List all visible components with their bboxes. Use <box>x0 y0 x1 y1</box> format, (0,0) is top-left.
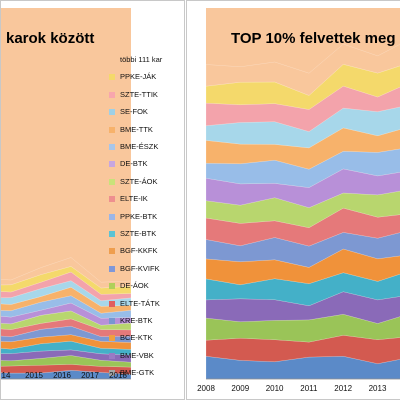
legend-swatch <box>109 178 115 185</box>
legend-swatch <box>109 161 115 168</box>
legend-swatch <box>109 144 115 150</box>
legend-label: ELTE-TÁTK <box>120 298 160 308</box>
x-tick-label: 2012 <box>334 384 353 393</box>
legend-label: BME-TTK <box>120 124 153 134</box>
area-series-6 <box>205 248 400 286</box>
area-series-16 <box>205 43 400 96</box>
legend-label: BCE-KTK <box>120 333 153 343</box>
x-tick-label: 2016 <box>53 371 71 380</box>
legend-swatch <box>109 109 115 116</box>
legend-swatch <box>109 231 115 237</box>
legend-label: PPKE-JÁK <box>120 72 157 82</box>
legend-label: BME-VBK <box>120 350 154 360</box>
legend-swatch <box>109 57 115 63</box>
legend-swatch <box>109 213 115 220</box>
legend-label: BME-ÉSZK <box>120 142 159 151</box>
legend-swatch <box>109 335 115 342</box>
right-chart-panel: TOP 10% felvettek meg 2008 2009 2010 2011 20… <box>186 0 400 400</box>
legend-label: SE-FOK <box>120 107 148 117</box>
legend-label: PPKE-BTK <box>120 211 158 221</box>
x-tick-label: 2018 <box>109 371 127 380</box>
area-series-10 <box>205 168 400 208</box>
legend-swatch <box>109 265 115 272</box>
legend-swatch <box>109 91 115 98</box>
area-series-8 <box>205 207 400 247</box>
right-stacked-area-chart <box>205 8 400 380</box>
legend-label: BME-GTK <box>120 368 155 378</box>
x-tick-label: 2010 <box>265 384 284 393</box>
legend-swatch <box>109 370 115 377</box>
area-series-9 <box>205 190 400 228</box>
area-series-3 <box>205 314 400 343</box>
x-tick-label: 2009 <box>231 384 250 393</box>
left-chart-title: karok között <box>6 30 95 47</box>
legend-label: ELTE-IK <box>120 194 148 204</box>
left-chart-panel: karok között többi 111 kar PPKE-JÁK SZTE-T… <box>0 0 185 400</box>
legend-swatch <box>109 300 115 307</box>
x-tick-label: 2017 <box>81 371 99 380</box>
legend-swatch <box>109 196 115 203</box>
legend-label: SZTE-BTK <box>120 229 157 238</box>
x-tick-label: 2013 <box>368 384 387 393</box>
x-tick-label: 2008 <box>197 384 215 393</box>
left-stacked-area-chart <box>1 8 132 380</box>
area-series-12 <box>205 127 400 170</box>
legend-label: SZTE-TTIK <box>120 89 158 99</box>
right-chart-title: TOP 10% felvettek meg <box>231 30 396 47</box>
legend-label: DE-BTK <box>120 159 148 169</box>
legend-label: KRE-BTK <box>120 316 153 325</box>
legend-swatch <box>109 352 115 359</box>
legend-swatch <box>109 318 115 324</box>
legend-swatch <box>109 74 115 81</box>
legend-label: BGF-KKFK <box>120 246 158 256</box>
legend-label: SZTE-ÁOK <box>120 176 158 186</box>
legend-label: többi 111 kar <box>120 55 163 64</box>
legend-label: DE-ÁOK <box>120 281 149 291</box>
x-tick-label: 2015 <box>25 371 43 380</box>
x-tick-label: 14 <box>1 371 11 380</box>
x-tick-label: 2011 <box>300 384 318 393</box>
legend-swatch <box>109 283 115 290</box>
legend-label: BGF-KVIFK <box>120 263 160 273</box>
legend-swatch <box>109 248 115 255</box>
area-series-16 <box>1 257 132 289</box>
legend-swatch <box>109 126 115 133</box>
